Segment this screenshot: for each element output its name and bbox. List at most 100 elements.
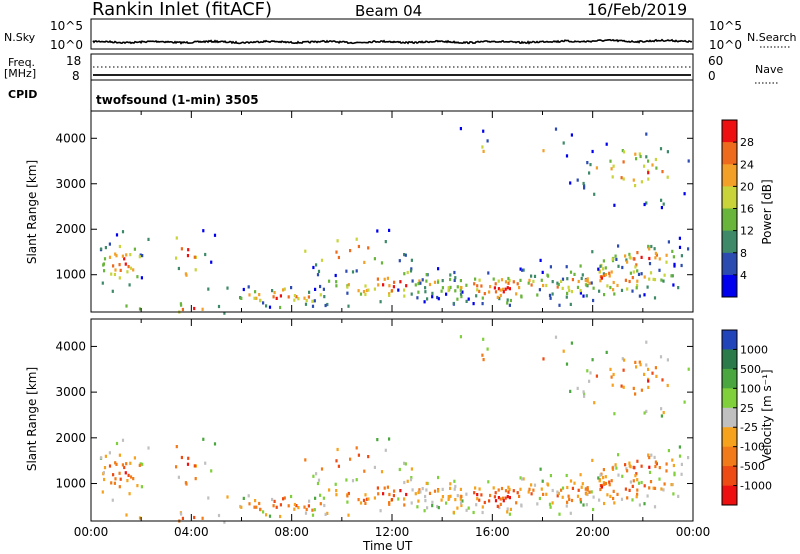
data-cell	[658, 466, 661, 470]
data-cell	[588, 171, 591, 175]
data-cell	[677, 494, 680, 498]
data-cell	[431, 504, 434, 508]
data-cell	[101, 281, 104, 285]
data-cell	[346, 500, 349, 504]
data-cell	[520, 504, 523, 508]
data-cell	[207, 496, 210, 500]
data-cell	[565, 154, 569, 158]
data-cell	[346, 291, 349, 295]
data-cell	[311, 299, 314, 303]
data-cell	[335, 493, 338, 497]
data-cell	[194, 477, 197, 481]
data-cell	[577, 488, 580, 492]
data-cell	[388, 293, 391, 297]
data-cell	[403, 503, 406, 507]
data-cell	[583, 186, 586, 190]
data-cell	[403, 480, 406, 485]
data-cell	[114, 252, 117, 256]
data-cell	[253, 505, 256, 509]
data-cell	[625, 258, 628, 262]
data-cell	[103, 257, 107, 261]
data-cell	[677, 286, 680, 290]
data-cell	[604, 475, 607, 479]
data-cell	[449, 486, 452, 490]
data-cell	[417, 290, 420, 294]
data-cell	[259, 299, 262, 303]
data-cell	[382, 283, 385, 287]
data-cell	[586, 486, 589, 490]
data-cell	[581, 482, 584, 486]
data-cell	[645, 340, 648, 344]
data-cell	[123, 465, 126, 470]
data-cell	[482, 149, 485, 153]
data-cell	[532, 279, 535, 283]
data-cell	[180, 247, 183, 251]
data-cell	[317, 269, 321, 273]
x-tick-label: 04:00	[174, 525, 209, 539]
data-cell	[390, 289, 394, 293]
data-cell	[128, 492, 131, 496]
data-cell	[377, 492, 380, 496]
data-cell	[592, 298, 595, 303]
data-cell	[585, 294, 588, 298]
data-cell	[254, 290, 257, 294]
data-cell	[357, 498, 360, 502]
data-cell	[624, 487, 627, 491]
data-cell	[621, 357, 624, 361]
data-cell	[632, 465, 635, 469]
data-cell	[453, 479, 456, 483]
data-cell	[177, 475, 180, 479]
data-cell	[223, 311, 226, 315]
data-cell	[388, 284, 391, 288]
data-cell	[226, 495, 229, 499]
data-cell	[452, 301, 455, 306]
data-cell	[586, 369, 589, 373]
data-cell	[519, 487, 522, 491]
data-cell	[662, 411, 665, 415]
data-cell	[248, 293, 251, 297]
data-cell	[662, 202, 665, 206]
data-cell	[651, 163, 654, 167]
data-cell	[541, 479, 544, 483]
data-cell	[566, 277, 569, 281]
data-cell	[133, 456, 136, 460]
data-cell	[631, 498, 634, 502]
colorbar-segment	[722, 142, 737, 165]
data-cell	[103, 466, 107, 470]
data-cell	[449, 482, 452, 486]
data-cell	[459, 127, 462, 131]
data-cell	[650, 244, 653, 249]
data-cell	[437, 297, 440, 301]
data-cell	[193, 515, 196, 520]
colorbar-tick-label: 100	[740, 382, 761, 395]
data-cell	[602, 267, 605, 271]
data-cell	[506, 495, 509, 499]
data-cell	[317, 478, 321, 482]
data-cell	[660, 278, 663, 282]
data-cell	[508, 487, 511, 491]
y-tick-label: 2000	[55, 431, 86, 445]
data-cell	[518, 286, 521, 290]
data-cell	[386, 276, 389, 280]
data-cell	[100, 247, 103, 251]
data-cell	[424, 290, 427, 294]
data-cell	[273, 499, 276, 503]
colorbar-segment	[722, 274, 737, 298]
data-cell	[508, 303, 511, 307]
data-cell	[403, 461, 406, 465]
data-cell	[528, 487, 531, 491]
data-cell	[623, 150, 626, 154]
data-cell	[452, 510, 455, 514]
y-tick-label: 4000	[55, 339, 86, 353]
data-cell	[620, 176, 623, 180]
x-tick-label: 00:00	[676, 525, 711, 539]
data-cell	[549, 296, 552, 300]
data-cell	[562, 349, 565, 353]
data-cell	[542, 283, 545, 288]
data-cell	[279, 294, 282, 298]
data-cell	[213, 442, 217, 446]
data-cell	[643, 275, 646, 279]
data-cell	[181, 516, 184, 520]
data-cell	[613, 292, 616, 296]
data-cell	[508, 512, 511, 516]
